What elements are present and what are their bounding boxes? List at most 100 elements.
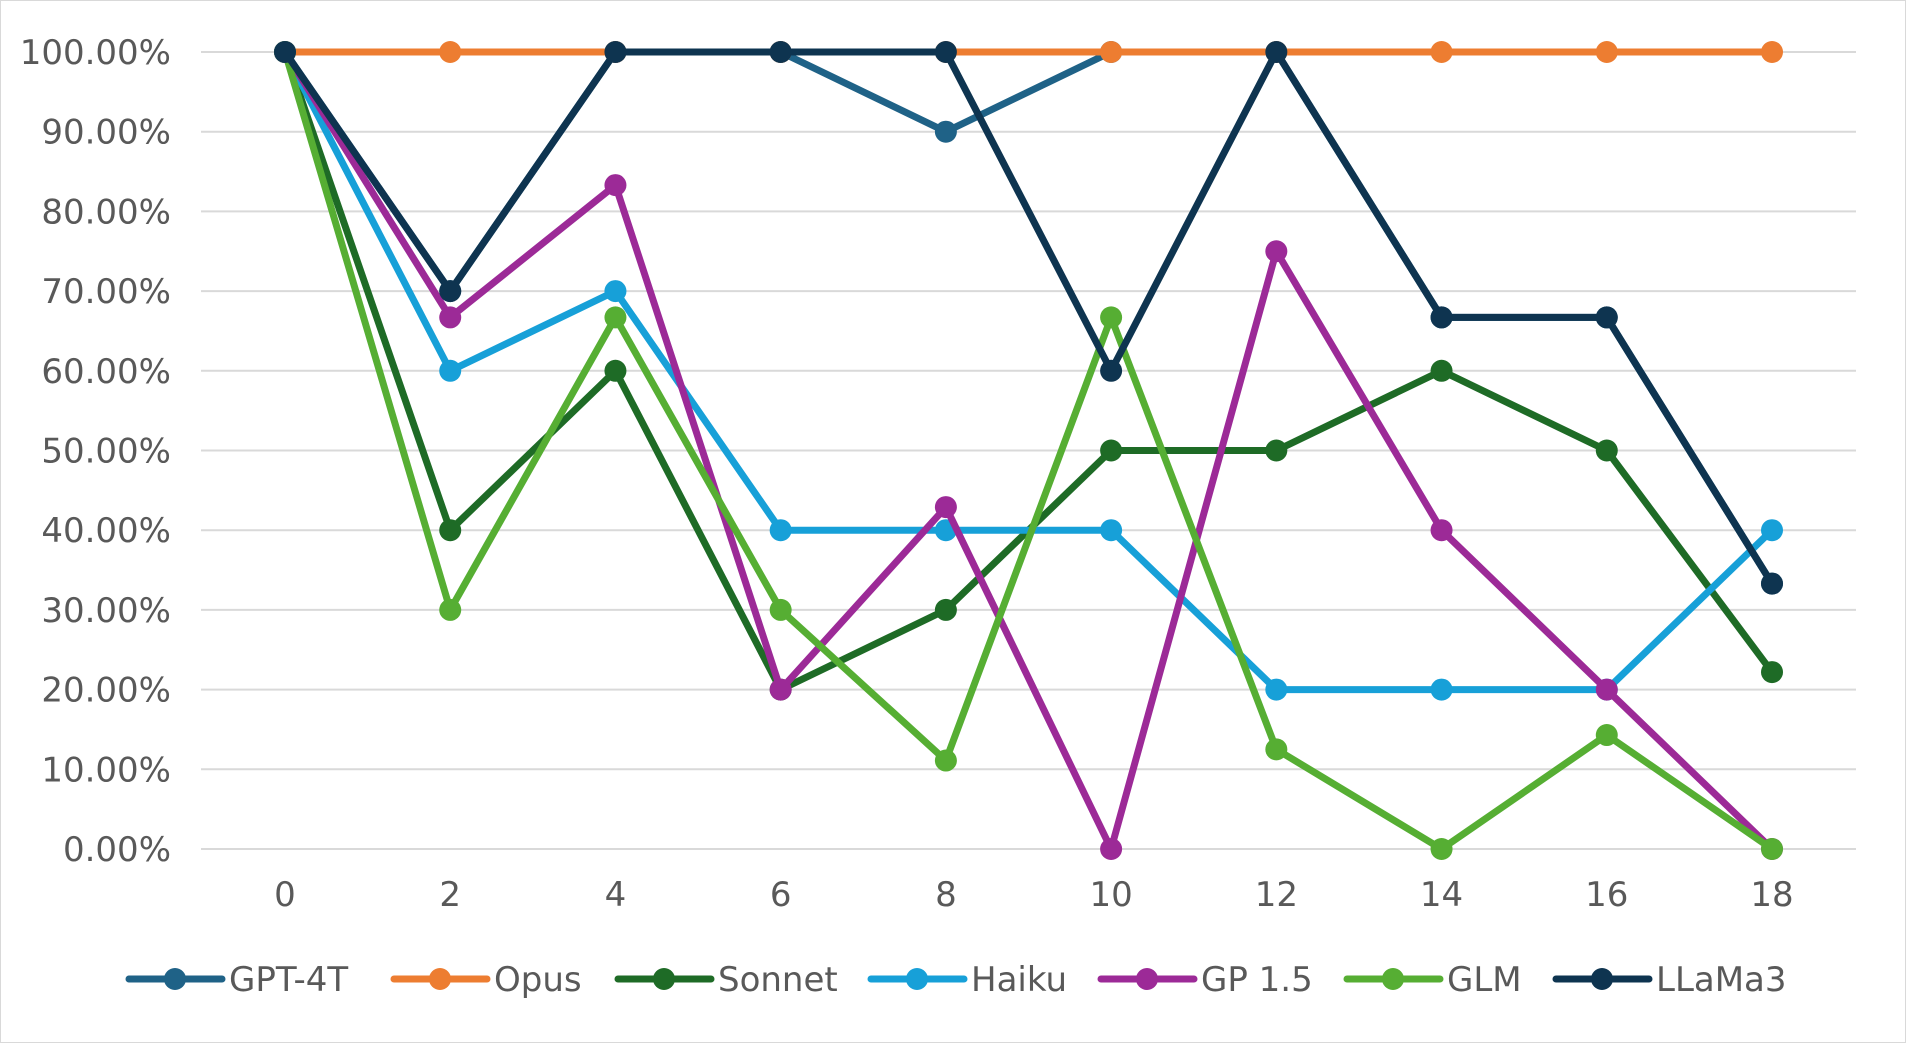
data-point: [1265, 678, 1288, 701]
data-point: [769, 598, 792, 621]
data-point: [1265, 41, 1288, 63]
legend-item: LLaMa3: [1552, 960, 1787, 1000]
data-point: [1595, 439, 1618, 462]
data-point: [1761, 41, 1783, 63]
y-tick-label: 60.00%: [41, 352, 171, 392]
x-tick-label: 14: [1420, 875, 1463, 915]
y-tick-label: 50.00%: [41, 432, 171, 472]
data-point: [1595, 724, 1618, 747]
legend-marker: [164, 968, 186, 990]
data-point: [1761, 519, 1783, 542]
legend-label: GLM: [1447, 960, 1522, 1000]
data-point: [1761, 661, 1783, 684]
x-axis-ticks: 0 2 4 6 8 10 12 14 16 18: [274, 875, 1793, 915]
data-point: [1595, 678, 1618, 701]
y-tick-label: 30.00%: [41, 591, 171, 631]
data-point: [1761, 838, 1783, 860]
legend-marker: [429, 968, 451, 990]
legend: GPT-4T Opus Sonnet Haiku GP 1.5 GLM LLaMa3: [125, 960, 1787, 1000]
legend-item: Haiku: [867, 960, 1067, 1000]
data-point: [604, 306, 627, 329]
data-point: [604, 280, 627, 303]
legend-marker: [653, 968, 675, 990]
series-opus: [274, 41, 1783, 63]
data-point: [604, 41, 627, 63]
x-tick-label: 0: [274, 875, 296, 915]
data-point: [1430, 678, 1453, 701]
series-line: [281, 48, 1776, 853]
data-point: [1100, 519, 1123, 542]
legend-label: Sonnet: [718, 960, 838, 1000]
data-point: [769, 519, 792, 542]
data-point: [934, 41, 957, 63]
y-tick-label: 90.00%: [41, 113, 171, 153]
data-point: [934, 598, 957, 621]
x-tick-label: 4: [605, 875, 627, 915]
data-point: [1100, 838, 1123, 860]
y-tick-label: 20.00%: [41, 671, 171, 711]
y-tick-label: 100.00%: [20, 33, 171, 73]
legend-label: GPT-4T: [229, 960, 348, 1000]
data-point: [439, 519, 462, 542]
legend-label: Haiku: [971, 960, 1067, 1000]
legend-label: LLaMa3: [1656, 960, 1787, 1000]
data-point: [1100, 41, 1123, 63]
legend-marker: [1382, 968, 1404, 990]
data-point: [1430, 306, 1453, 329]
legend-marker: [1591, 968, 1613, 990]
series-lines: [274, 41, 1783, 860]
legend-marker: [906, 968, 928, 990]
legend-label: Opus: [494, 960, 582, 1000]
data-point: [604, 359, 627, 382]
x-tick-label: 10: [1089, 875, 1132, 915]
data-point: [439, 41, 462, 63]
data-point: [934, 120, 957, 143]
data-point: [769, 678, 792, 701]
y-axis-ticks: 0.00% 10.00% 20.00% 30.00% 40.00% 50.00% 60.00…: [20, 33, 171, 870]
y-tick-label: 80.00%: [41, 192, 171, 232]
data-point: [1430, 519, 1453, 542]
data-point: [1430, 359, 1453, 382]
data-point: [934, 749, 957, 772]
legend-item: GP 1.5: [1097, 960, 1313, 1000]
x-tick-label: 6: [770, 875, 792, 915]
x-tick-label: 8: [935, 875, 957, 915]
y-tick-label: 70.00%: [41, 272, 171, 312]
legend-label: GP 1.5: [1201, 960, 1313, 1000]
series-line: [281, 48, 1776, 588]
data-point: [439, 280, 462, 303]
data-point: [1100, 439, 1123, 462]
legend-marker: [1136, 968, 1158, 990]
data-point: [1265, 240, 1288, 263]
x-tick-label: 2: [439, 875, 461, 915]
series-llama3: [274, 41, 1783, 595]
y-tick-label: 0.00%: [63, 830, 171, 870]
data-point: [274, 41, 296, 63]
data-point: [1265, 738, 1288, 761]
data-point: [1595, 41, 1618, 63]
data-point: [1430, 838, 1453, 860]
x-tick-label: 12: [1255, 875, 1298, 915]
data-point: [1430, 41, 1453, 63]
y-tick-label: 10.00%: [41, 750, 171, 790]
data-point: [439, 306, 462, 329]
legend-item: GPT-4T: [125, 960, 348, 1000]
series-line: [281, 48, 1776, 853]
data-point: [769, 41, 792, 63]
legend-item: Opus: [390, 960, 582, 1000]
data-point: [934, 496, 957, 519]
data-point: [1595, 306, 1618, 329]
data-point: [439, 598, 462, 621]
x-tick-label: 16: [1585, 875, 1628, 915]
y-tick-label: 40.00%: [41, 511, 171, 551]
legend-item: Sonnet: [614, 960, 838, 1000]
data-point: [1265, 439, 1288, 462]
x-tick-label: 18: [1750, 875, 1793, 915]
data-point: [1100, 306, 1123, 329]
legend-item: GLM: [1343, 960, 1522, 1000]
data-point: [1761, 572, 1783, 595]
data-point: [604, 174, 627, 197]
data-point: [439, 359, 462, 382]
